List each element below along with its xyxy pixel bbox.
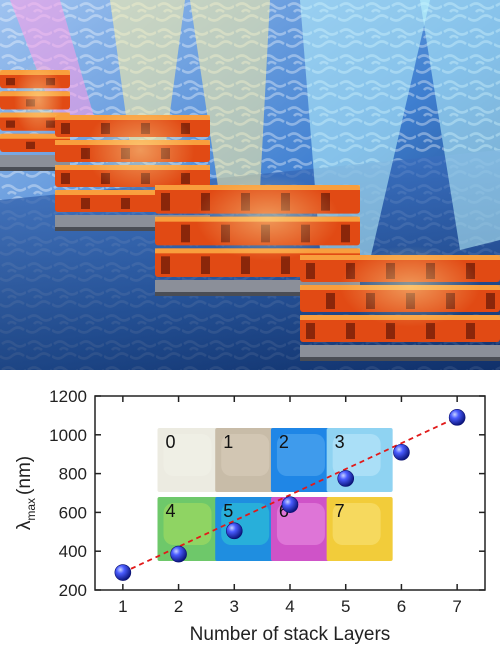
- sample-number: 1: [223, 432, 233, 452]
- sample-tile-sheen: [221, 434, 270, 476]
- sample-tile-sheen: [163, 503, 212, 545]
- y-tick-label: 200: [59, 581, 87, 600]
- light-beam: [190, 0, 270, 200]
- sample-inset-2: 2: [270, 428, 337, 492]
- sample-inset-3: 3: [326, 428, 393, 492]
- sample-number: 2: [279, 432, 289, 452]
- nanostructure-illustration: [0, 0, 500, 370]
- data-point: [225, 522, 243, 540]
- sample-inset-1: 1: [215, 428, 282, 492]
- y-tick-label: 600: [59, 503, 87, 522]
- x-tick-label: 5: [341, 597, 350, 616]
- y-tick-label: 1000: [49, 426, 87, 445]
- x-tick-label: 6: [397, 597, 406, 616]
- x-axis-title: Number of stack Layers: [190, 624, 391, 645]
- sample-tile: [157, 428, 224, 492]
- x-tick-label: 7: [452, 597, 461, 616]
- sample-number: 6: [279, 501, 289, 521]
- y-tick-label: 400: [59, 542, 87, 561]
- sample-number: 5: [223, 501, 233, 521]
- data-point: [393, 443, 410, 461]
- sample-tile-sheen: [276, 434, 325, 476]
- sample-tile: [326, 497, 393, 561]
- wavelength-chart: 0 1 2 3 4 5 6 7 1 2 3 4 5 6 7 200 400 600 800 1000 1200 Numbe…: [14, 387, 486, 645]
- sample-tile: [157, 497, 224, 561]
- y-tick-label: 1200: [49, 387, 87, 406]
- sample-number: 7: [335, 501, 345, 521]
- sample-tile-sheen: [163, 434, 212, 476]
- trend-line: [122, 416, 458, 574]
- y-axis-title: λmax(nm): [14, 456, 38, 530]
- data-point: [114, 564, 132, 581]
- x-tick-label: 3: [230, 597, 239, 616]
- x-tick-label: 4: [285, 597, 294, 616]
- sample-inset-6: 6: [270, 497, 337, 561]
- sample-tile: [270, 497, 337, 561]
- sample-tile: [215, 497, 282, 561]
- sample-tile: [215, 428, 282, 492]
- data-point: [448, 409, 466, 426]
- sample-tile-sheen: [332, 503, 381, 545]
- data-point: [281, 496, 299, 513]
- x-tick-label: 2: [174, 597, 183, 616]
- sample-tile: [270, 428, 337, 492]
- sample-inset-0: 0: [157, 428, 224, 492]
- sample-number: 0: [166, 432, 176, 452]
- sample-tile-sheen: [276, 503, 325, 545]
- sample-inset-7: 7: [326, 497, 393, 561]
- layered-stack-block: [300, 246, 500, 361]
- layered-stack-block: [0, 61, 70, 171]
- sample-number: 3: [335, 432, 345, 452]
- light-beam: [420, 0, 500, 250]
- layered-stack-block: [155, 175, 360, 296]
- x-tick-label: 1: [118, 597, 127, 616]
- sample-tile-sheen: [332, 434, 381, 476]
- data-point: [337, 470, 355, 487]
- sample-inset-4: 4: [157, 497, 224, 561]
- light-beam: [10, 0, 95, 130]
- data-point: [170, 545, 187, 563]
- y-tick-label: 800: [59, 465, 87, 484]
- sample-number: 4: [166, 501, 176, 521]
